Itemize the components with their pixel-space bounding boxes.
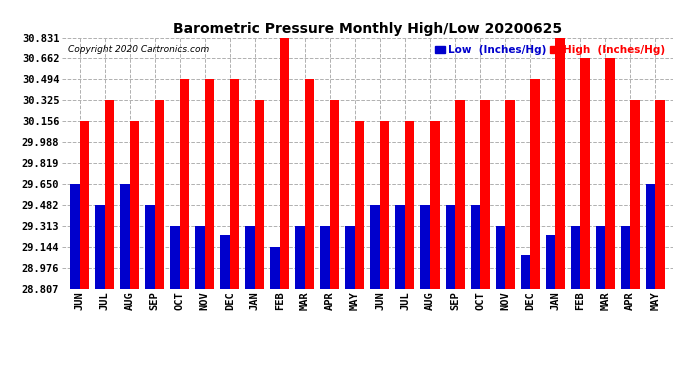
Bar bbox=[195, 226, 205, 289]
Bar bbox=[505, 100, 515, 289]
Bar bbox=[471, 205, 480, 289]
Bar bbox=[395, 205, 405, 289]
Bar bbox=[220, 234, 230, 289]
Bar bbox=[70, 184, 79, 289]
Bar bbox=[405, 121, 415, 289]
Bar bbox=[580, 58, 590, 289]
Bar bbox=[320, 226, 330, 289]
Bar bbox=[270, 247, 280, 289]
Bar bbox=[656, 100, 664, 289]
Bar bbox=[179, 80, 189, 289]
Bar bbox=[555, 38, 564, 289]
Bar bbox=[630, 100, 640, 289]
Bar bbox=[155, 100, 164, 289]
Bar bbox=[79, 121, 89, 289]
Bar bbox=[305, 80, 315, 289]
Bar bbox=[571, 226, 580, 289]
Bar bbox=[455, 100, 464, 289]
Bar bbox=[205, 80, 215, 289]
Bar bbox=[130, 121, 139, 289]
Bar bbox=[145, 205, 155, 289]
Bar bbox=[170, 226, 179, 289]
Bar bbox=[380, 121, 389, 289]
Bar bbox=[105, 100, 114, 289]
Bar bbox=[420, 205, 430, 289]
Bar bbox=[255, 100, 264, 289]
Bar bbox=[295, 226, 305, 289]
Bar bbox=[546, 234, 555, 289]
Bar bbox=[280, 38, 289, 289]
Bar bbox=[595, 226, 605, 289]
Bar bbox=[371, 205, 380, 289]
Legend: Low  (Inches/Hg), High  (Inches/Hg): Low (Inches/Hg), High (Inches/Hg) bbox=[433, 43, 667, 57]
Bar bbox=[346, 226, 355, 289]
Bar bbox=[480, 100, 490, 289]
Bar bbox=[621, 226, 630, 289]
Bar bbox=[246, 226, 255, 289]
Bar bbox=[95, 205, 105, 289]
Bar bbox=[230, 80, 239, 289]
Bar bbox=[430, 121, 440, 289]
Bar bbox=[605, 58, 615, 289]
Bar bbox=[120, 184, 130, 289]
Bar bbox=[646, 184, 656, 289]
Bar bbox=[495, 226, 505, 289]
Text: Copyright 2020 Cartronics.com: Copyright 2020 Cartronics.com bbox=[68, 45, 210, 54]
Bar bbox=[355, 121, 364, 289]
Bar bbox=[520, 255, 530, 289]
Bar bbox=[446, 205, 455, 289]
Bar bbox=[330, 100, 339, 289]
Bar bbox=[530, 80, 540, 289]
Title: Barometric Pressure Monthly High/Low 20200625: Barometric Pressure Monthly High/Low 202… bbox=[173, 22, 562, 36]
